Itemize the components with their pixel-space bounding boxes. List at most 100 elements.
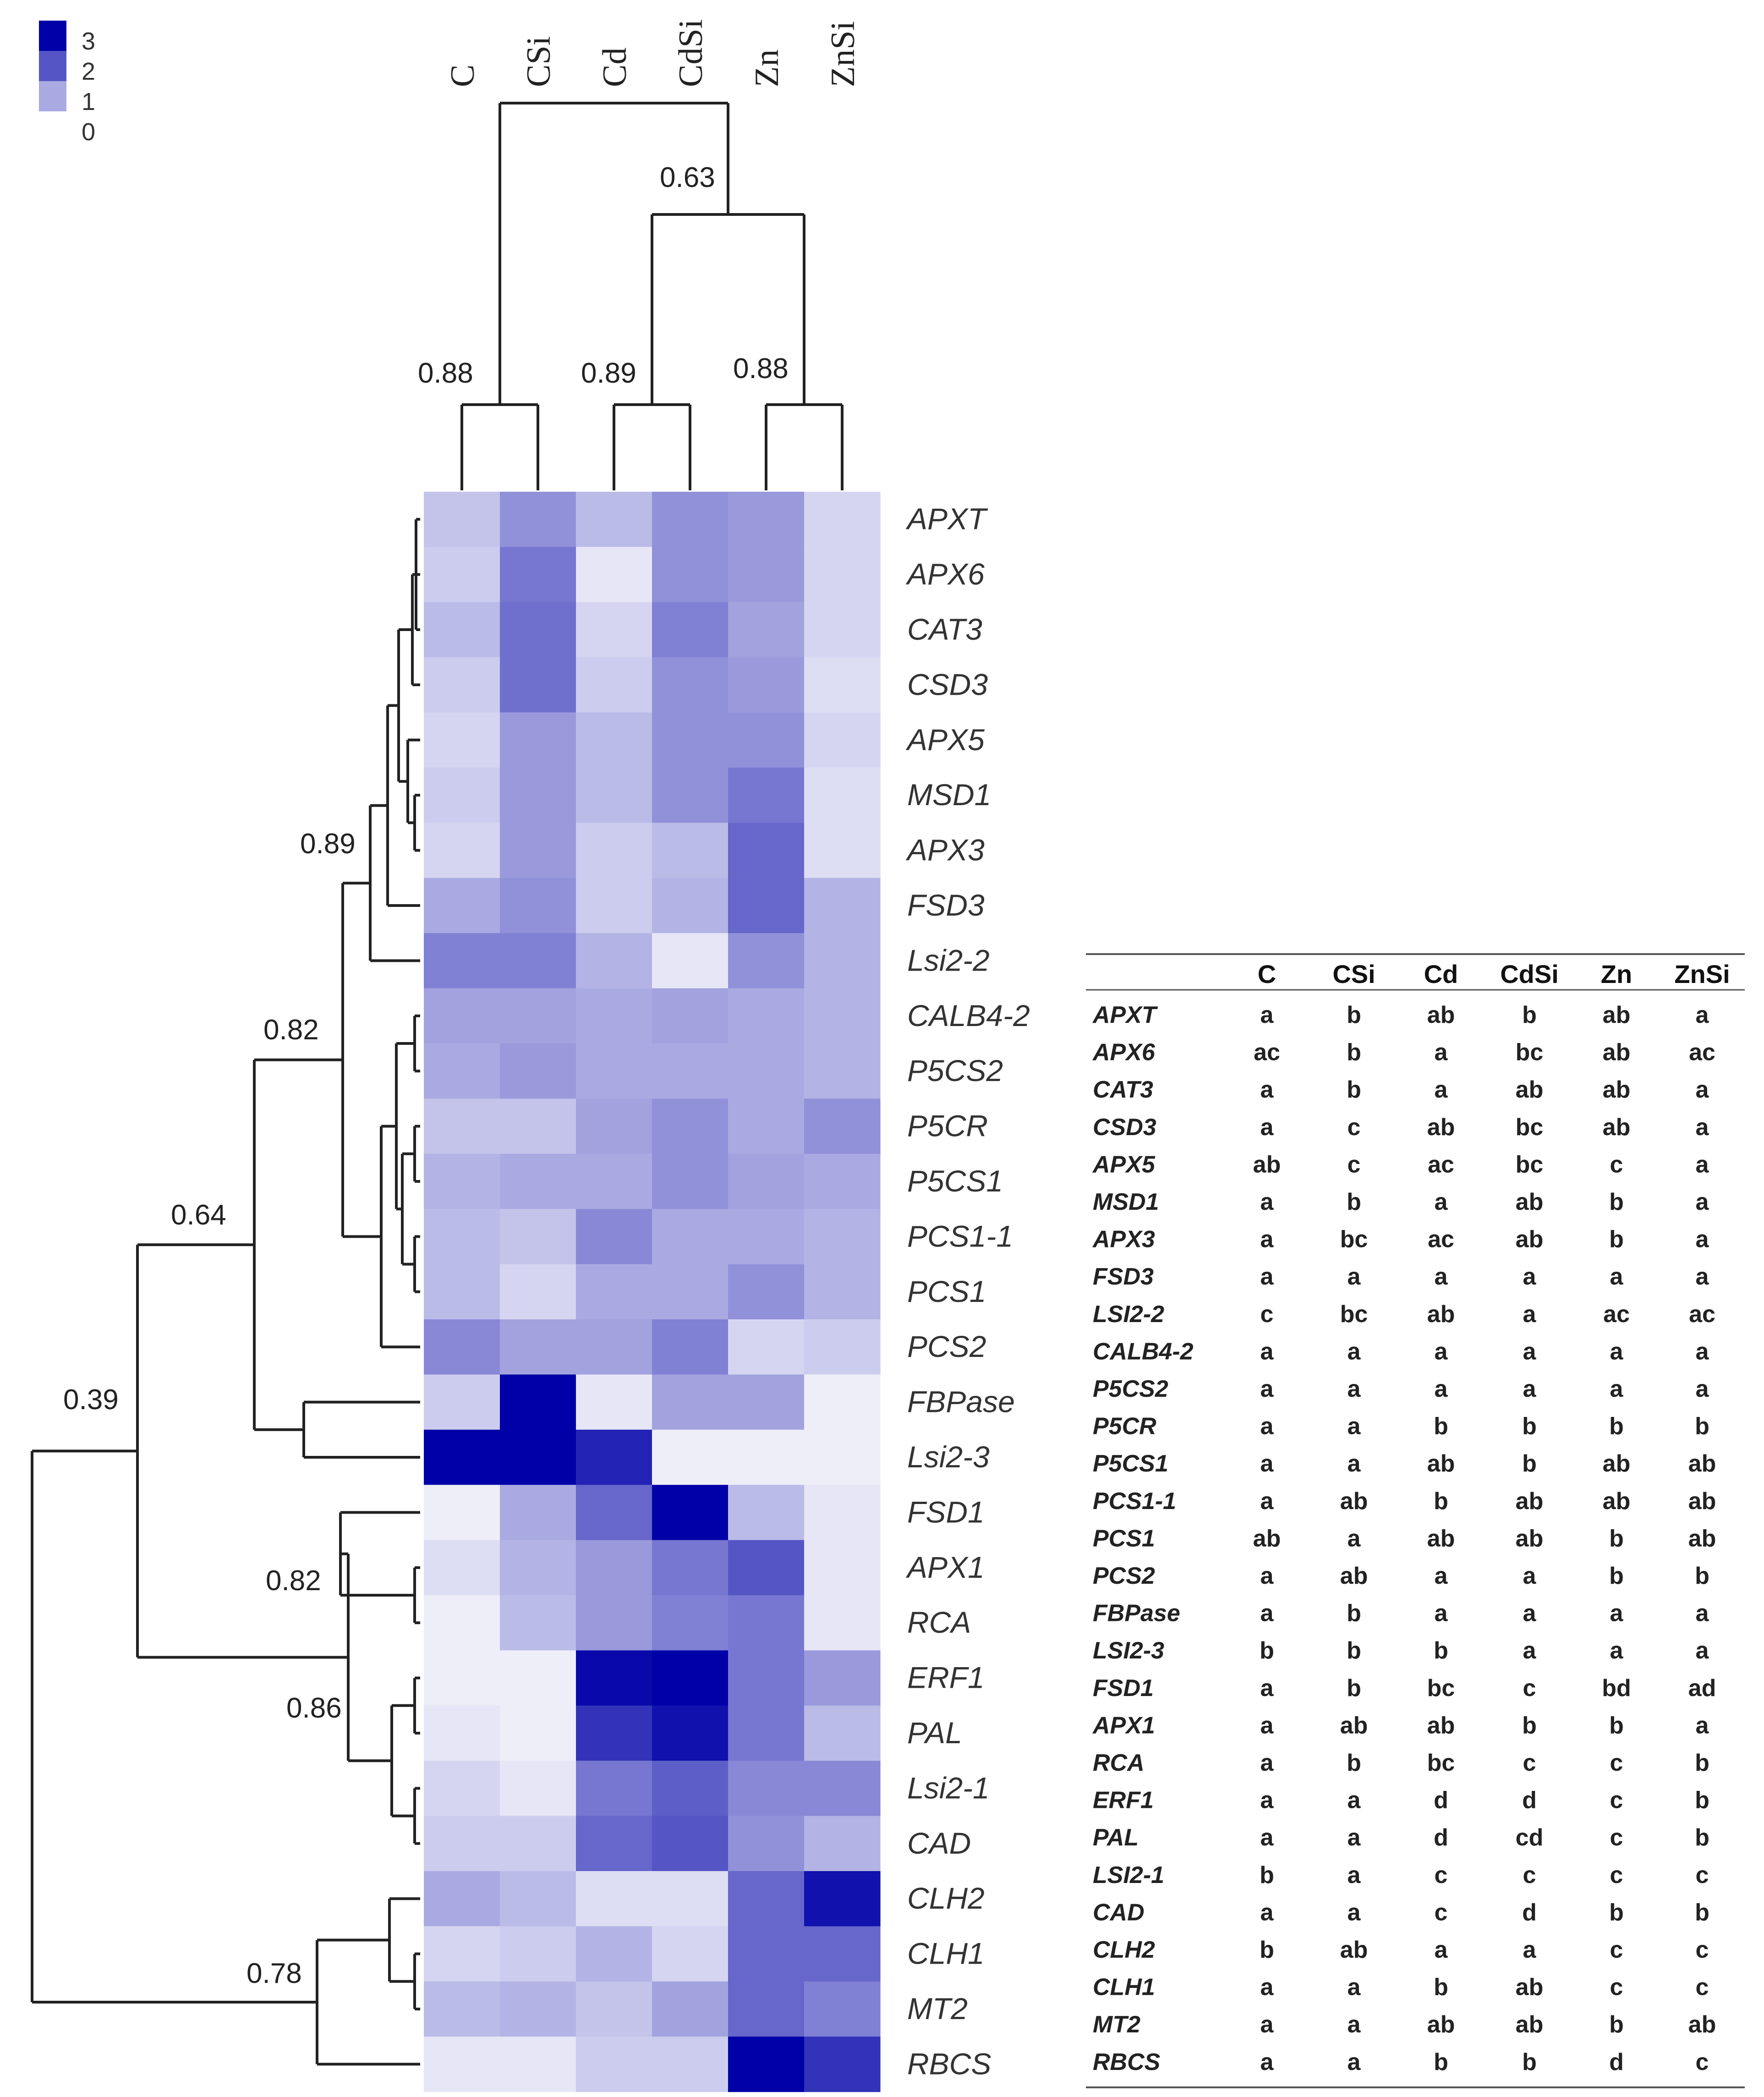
table-cell: d <box>1609 2049 1624 2075</box>
heatmap-cell <box>804 602 881 658</box>
heatmap-cell <box>652 1043 729 1099</box>
heatmap-cell <box>652 1429 729 1485</box>
heatmap-cell <box>424 602 500 658</box>
heatmap-cell <box>804 712 881 768</box>
heatmap-cell <box>804 1264 881 1320</box>
table-cell: a <box>1610 1376 1624 1402</box>
table-cell: b <box>1260 1862 1274 1888</box>
table-cell: c <box>1523 1750 1536 1776</box>
table-cell: b <box>1347 1750 1361 1776</box>
table-gene-cell: PCS2 <box>1093 1563 1155 1589</box>
heatmap-cell <box>500 823 576 878</box>
table-cell: ab <box>1340 1937 1368 1963</box>
table-cell: ab <box>1427 1450 1455 1477</box>
heatmap-cell <box>576 1153 652 1209</box>
table-cell: ab <box>1516 2011 1544 2038</box>
table-cell: b <box>1434 1974 1448 2001</box>
table-cell: a <box>1435 1076 1448 1103</box>
table-cell: ab <box>1253 1151 1281 1178</box>
heatmap-cell <box>500 712 576 768</box>
table-cell: bc <box>1427 1750 1455 1776</box>
row-label: P5CR <box>907 1109 988 1143</box>
row-label: Lsi2-2 <box>907 943 990 977</box>
heatmap-cell <box>424 988 500 1044</box>
table-gene-cell: APX3 <box>1092 1226 1155 1253</box>
heatmap-cell <box>424 492 500 547</box>
heatmap-cell <box>652 547 729 603</box>
table-cell: a <box>1435 1563 1448 1589</box>
heatmap-cell <box>424 657 500 713</box>
heatmap-cell <box>500 1374 576 1430</box>
table-cell: a <box>1260 1787 1274 1814</box>
heatmap-cell <box>728 1705 805 1761</box>
heatmap-cell <box>424 1705 500 1761</box>
table-cell: a <box>1696 1263 1709 1290</box>
heatmap-cell <box>652 1981 729 2037</box>
table-cell: c <box>1610 1862 1623 1888</box>
heatmap-cells <box>424 492 881 2092</box>
row-label: FSD3 <box>907 888 985 922</box>
table-gene-cell: FSD3 <box>1093 1263 1154 1290</box>
heatmap-cell <box>500 1485 576 1541</box>
heatmap-cell <box>652 1926 729 1982</box>
heatmap-cell <box>424 1264 500 1320</box>
table-gene-cell: APX5 <box>1092 1151 1156 1178</box>
heatmap-cell <box>500 547 576 603</box>
column-label: Cd <box>596 48 634 87</box>
table-cell: b <box>1347 1637 1361 1664</box>
heatmap-cell <box>652 1816 729 1872</box>
table-cell: a <box>1348 1525 1361 1552</box>
heatmap-cell <box>652 1705 729 1761</box>
heatmap-cell <box>576 823 652 878</box>
heatmap-cell <box>728 602 805 658</box>
row-label: MSD1 <box>907 778 991 812</box>
table-cell: ab <box>1340 1488 1368 1515</box>
table-cell: ac <box>1603 1301 1630 1328</box>
column-label: C <box>444 65 482 87</box>
table-gene-cell: CAD <box>1093 1899 1145 1926</box>
table-cell: a <box>1610 1263 1624 1290</box>
table-cell: a <box>1696 1002 1709 1028</box>
table-cell: b <box>1347 1600 1361 1627</box>
table-cell: a <box>1260 1899 1274 1926</box>
table-cell: a <box>1348 2049 1361 2075</box>
heatmap-cell <box>576 1816 652 1872</box>
table-cell: a <box>1523 1637 1537 1664</box>
heatmap-cell <box>576 492 652 547</box>
table-cell: ab <box>1516 1488 1544 1515</box>
table-cell: cd <box>1516 1824 1544 1851</box>
heatmap-cell <box>728 1816 805 1872</box>
heatmap-cell <box>728 1871 805 1927</box>
table-cell: b <box>1347 1002 1361 1028</box>
table-cell: a <box>1348 1862 1361 1888</box>
heatmap-cell <box>424 1926 500 1982</box>
table-cell: ac <box>1428 1226 1454 1253</box>
table-cell: b <box>1522 1450 1537 1477</box>
table-cell: b <box>1609 1899 1624 1926</box>
row-label: FSD1 <box>907 1495 985 1529</box>
table-gene-cell: CLH1 <box>1093 1974 1155 2001</box>
table-cell: a <box>1523 1600 1537 1627</box>
heatmap-cell <box>652 492 729 547</box>
table-cell: a <box>1348 1899 1361 1926</box>
table-cell: b <box>1609 1413 1624 1440</box>
heatmap-cell <box>500 1153 576 1209</box>
heatmap-cell <box>728 657 805 713</box>
heatmap-cell <box>500 988 576 1044</box>
table-cell: a <box>1260 1563 1274 1589</box>
table-cell: bc <box>1516 1114 1544 1141</box>
table-cell: a <box>1260 2049 1274 2075</box>
table-cell: b <box>1695 1787 1709 1814</box>
table-cell: b <box>1522 2049 1537 2075</box>
table-cell: a <box>1435 1039 1448 1066</box>
table-cell: b <box>1695 1563 1709 1589</box>
heatmap-cell <box>728 768 805 823</box>
table-cell: a <box>1260 1488 1274 1515</box>
heatmap-cell <box>804 768 881 823</box>
heatmap-cell <box>500 768 576 823</box>
column-label: CSi <box>520 36 558 87</box>
heatmap-cell <box>424 1374 500 1430</box>
table-cell: a <box>1260 1450 1274 1477</box>
table-cell: a <box>1348 1263 1361 1290</box>
heatmap-cell <box>728 712 805 768</box>
